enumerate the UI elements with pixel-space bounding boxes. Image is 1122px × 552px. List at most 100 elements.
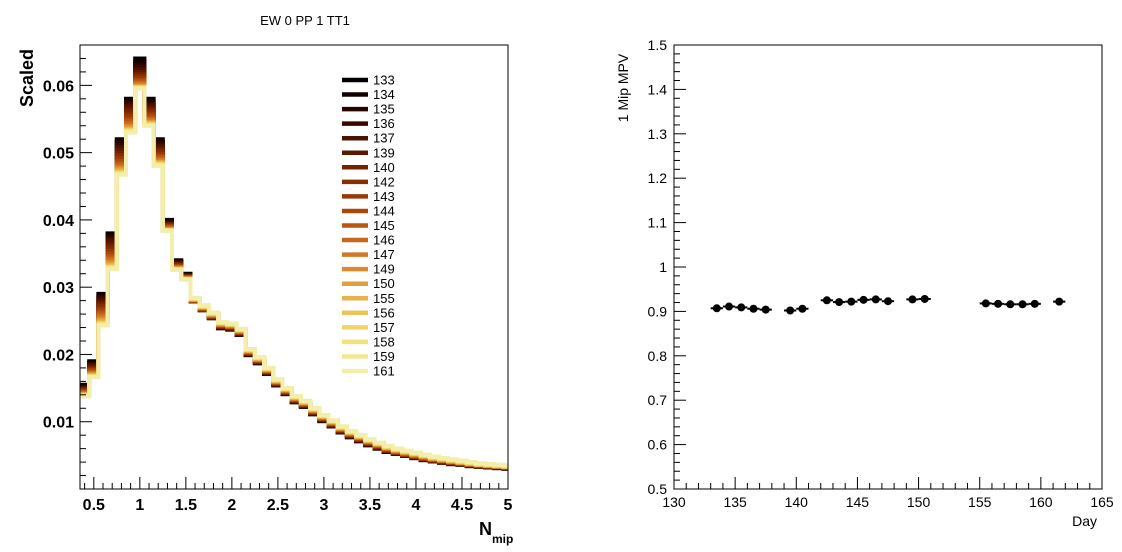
- histogram-series-142: [80, 73, 508, 470]
- histogram-series-149: [80, 83, 508, 469]
- x-tick-label: 3: [319, 497, 328, 514]
- data-point: [884, 297, 892, 306]
- data-point: [1018, 300, 1027, 309]
- legend-label-133: 133: [373, 73, 395, 88]
- x-tick-label: 140: [785, 494, 809, 510]
- x-axis-label: Nmip: [479, 519, 513, 546]
- y-tick-label: 0.02: [43, 347, 74, 364]
- histogram-series-161: [80, 86, 508, 468]
- chart-title: EW 0 PP 1 TT1: [260, 13, 350, 28]
- data-point: [920, 294, 929, 303]
- histogram-series-155: [80, 84, 508, 469]
- x-tick-label: 130: [662, 494, 686, 510]
- y-tick-label: 1.2: [648, 170, 668, 186]
- data-point: [761, 305, 770, 314]
- x-tick-label: 4.5: [451, 497, 473, 514]
- x-tick-label: 2: [227, 497, 236, 514]
- histogram-series-137: [80, 67, 508, 471]
- legend-label-144: 144: [373, 203, 395, 218]
- data-point: [786, 306, 795, 315]
- x-tick-label: 0.5: [83, 497, 105, 514]
- data-point: [1006, 300, 1015, 309]
- data-point: [871, 295, 880, 304]
- data-point: [1030, 299, 1039, 308]
- legend-label-150: 150: [373, 276, 395, 291]
- legend-label-147: 147: [373, 247, 395, 262]
- histogram-series-140: [80, 71, 508, 471]
- histogram-series-139: [80, 69, 508, 471]
- data-point: [712, 304, 721, 313]
- legend-label-136: 136: [373, 116, 395, 131]
- y-tick-label: 1.5: [648, 37, 668, 53]
- histogram-series-156: [80, 85, 508, 469]
- x-tick-label: 3.5: [359, 497, 381, 514]
- x-tick-label: 150: [907, 494, 931, 510]
- left-chart: EW 0 PP 1 TT1 Scaled Nmip 13313413513613…: [17, 13, 513, 546]
- data-points-group: [710, 294, 1066, 315]
- legend-label-161: 161: [373, 364, 395, 379]
- legend-label-155: 155: [373, 291, 395, 306]
- legend-label-158: 158: [373, 334, 395, 349]
- y-tick-label: 1: [659, 259, 667, 275]
- y-tick-label: 0.6: [648, 437, 668, 453]
- y-tick-label: 1.4: [648, 81, 668, 97]
- histogram-series-144: [80, 78, 508, 470]
- legend: 1331341351361371391401421431441451461471…: [342, 73, 395, 379]
- legend-label-146: 146: [373, 233, 395, 248]
- y-axis-label: 1 Mip MPV: [615, 53, 631, 122]
- histogram-series-150: [80, 84, 508, 469]
- x-axis-label-subscript: mip: [492, 532, 513, 546]
- data-point: [835, 298, 844, 307]
- data-point: [908, 295, 917, 304]
- legend-label-137: 137: [373, 131, 395, 146]
- x-tick-label: 145: [846, 494, 870, 510]
- data-point: [749, 304, 758, 313]
- x-tick-label: 1: [135, 497, 144, 514]
- right-chart: 1 Mip MPV Day 130 135 140 145 150 155 160 165 0.…: [615, 37, 1114, 529]
- x-tick-label: 155: [968, 494, 992, 510]
- x-tick-label: 135: [723, 494, 747, 510]
- data-point: [822, 296, 831, 305]
- legend-label-157: 157: [373, 320, 395, 335]
- data-point: [981, 299, 990, 308]
- legend-label-145: 145: [373, 218, 395, 233]
- y-tick-label: 0.03: [43, 280, 74, 297]
- x-tick-label: 4: [412, 497, 421, 514]
- x-tick-label: 1.5: [175, 497, 197, 514]
- legend-label-156: 156: [373, 305, 395, 320]
- legend-label-139: 139: [373, 145, 395, 160]
- histogram-series-146: [80, 80, 508, 470]
- legend-label-149: 149: [373, 262, 395, 277]
- x-tick-label: 2.5: [267, 497, 289, 514]
- x-tick-label: 5: [504, 497, 513, 514]
- y-tick-label: 0.5: [648, 481, 668, 497]
- histogram-series-145: [80, 79, 508, 470]
- x-tick-label: 165: [1090, 494, 1114, 510]
- data-point: [1055, 297, 1064, 306]
- histogram-series-157: [80, 85, 508, 469]
- legend-label-134: 134: [373, 87, 395, 102]
- plot-frame: [79, 44, 509, 490]
- x-axis-label: Day: [1072, 513, 1097, 529]
- legend-label-143: 143: [373, 189, 395, 204]
- data-point: [994, 299, 1003, 308]
- histogram-series-143: [80, 76, 508, 470]
- histogram-series-group: [80, 56, 508, 471]
- y-tick-label: 0.06: [43, 78, 74, 95]
- y-tick-label: 1.3: [648, 126, 668, 142]
- x-axis-label-main: N: [479, 519, 492, 539]
- y-tick-label: 0.9: [648, 303, 668, 319]
- y-tick-label: 0.8: [648, 348, 668, 364]
- axes: 130 135 140 145 150 155 160 165 0.5 0.6 0.7 0.8 0.9 1…: [648, 37, 1114, 510]
- y-axis-label: Scaled: [17, 49, 37, 107]
- data-point: [725, 302, 734, 311]
- y-tick-label: 0.7: [648, 392, 668, 408]
- y-tick-label: 0.04: [43, 213, 74, 230]
- histogram-series-147: [80, 82, 508, 470]
- legend-label-140: 140: [373, 160, 395, 175]
- plot-frame: [673, 44, 1103, 490]
- x-tick-label: 160: [1029, 494, 1053, 510]
- data-point: [859, 295, 868, 304]
